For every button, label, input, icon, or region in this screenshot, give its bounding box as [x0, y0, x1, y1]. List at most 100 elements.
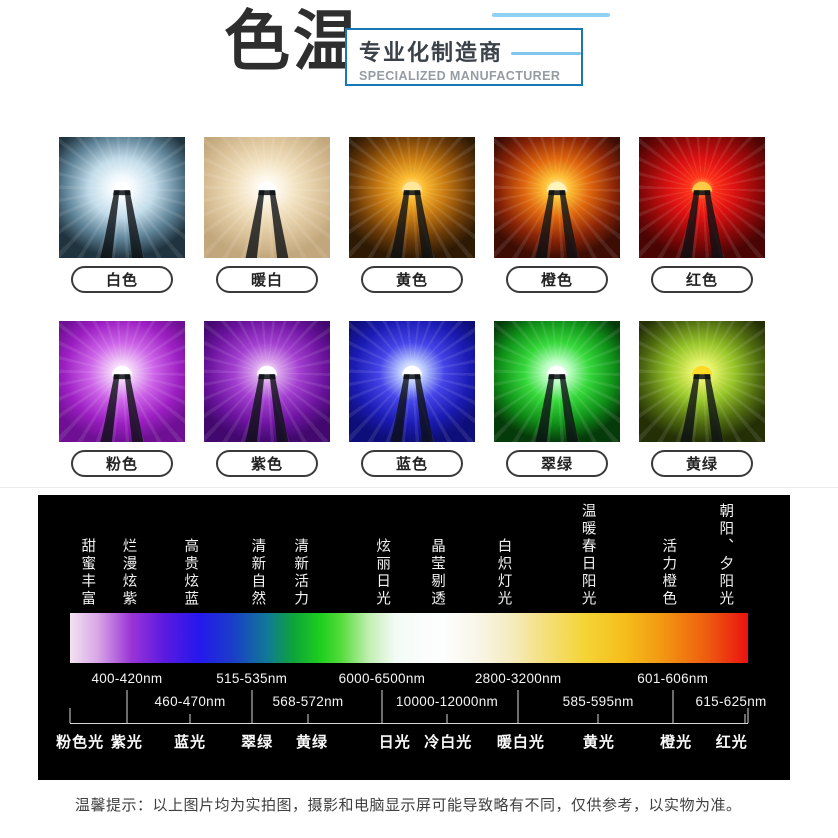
led-photo [204, 137, 330, 258]
tweezers-icon [390, 365, 434, 442]
led-photo [494, 321, 620, 442]
led-tile: 暖白 [204, 137, 330, 321]
manufacturer-box: 专业化制造商 SPECIALIZED MANUFACTURER [345, 28, 583, 86]
mood-label: 朝阳、夕阳光 [717, 503, 734, 608]
color-label-pill: 暖白 [216, 266, 318, 293]
wavelength-tick [381, 690, 383, 723]
color-label: 红色 [685, 272, 718, 289]
wavelength-tick [517, 690, 519, 723]
manufacturer-subtitle: SPECIALIZED MANUFACTURER [359, 69, 561, 83]
color-label: 蓝色 [395, 456, 428, 473]
light-rays [349, 321, 475, 442]
page-title: 色温 [224, 4, 362, 78]
color-label-pill: 白色 [71, 266, 173, 293]
mood-label: 高贵炫蓝 [182, 538, 199, 608]
mood-label: 白炽灯光 [495, 538, 512, 608]
light-rays [204, 137, 330, 258]
led-tile: 黄绿 [639, 321, 765, 477]
color-label-pill: 黄绿 [651, 450, 753, 477]
wavelength-tick [597, 714, 599, 723]
light-rays [639, 321, 765, 442]
mood-label: 温暖春日阳光 [579, 503, 596, 608]
light-color-name: 红光 [715, 734, 748, 751]
led-tile: 蓝色 [349, 321, 475, 477]
spectrum-gradient-bar [70, 613, 748, 663]
wavelength-scale: 400-420nm 460-470nm 515-535nm 568-572nm 6000… [69, 670, 766, 730]
wavelength-tick [446, 714, 448, 723]
spectrum-panel: 400-420nm 460-470nm 515-535nm 568-572nm 6000… [38, 495, 790, 780]
light-color-name: 紫光 [110, 734, 143, 751]
led-photo [204, 321, 330, 442]
color-label-pill: 紫色 [216, 450, 318, 477]
led-photo [494, 137, 620, 258]
color-label: 暖白 [250, 272, 283, 289]
light-rays [494, 137, 620, 258]
wavelength-tick [307, 714, 309, 723]
tweezers-icon [100, 365, 144, 442]
wavelength-label: 6000-6500nm [338, 671, 426, 686]
led-color-grid: 白色 暖白 黄色 橙色 红色粉色 紫色 蓝色 翠绿 黄绿 [59, 137, 785, 477]
tweezers-icon [535, 365, 579, 442]
led-photo [59, 321, 185, 442]
wavelength-label: 515-535nm [216, 671, 288, 686]
light-rays [59, 137, 185, 258]
light-rays [59, 321, 185, 442]
mood-label: 甜蜜丰富 [79, 538, 96, 608]
led-tile: 紫色 [204, 321, 330, 477]
led-photo [349, 137, 475, 258]
light-color-name: 粉色光 [56, 734, 105, 751]
tweezers-icon [680, 181, 724, 258]
mood-label: 晶莹剔透 [429, 538, 446, 608]
color-label: 粉色 [105, 456, 138, 473]
scale-baseline [70, 723, 748, 724]
header-accent-line-top [492, 13, 610, 17]
wavelength-label: 460-470nm [154, 694, 226, 709]
section-divider [0, 487, 838, 488]
wavelength-label: 2800-3200nm [474, 671, 562, 686]
scale-end-tick-right [747, 708, 749, 723]
wavelength-label: 400-420nm [91, 671, 163, 686]
led-tile: 橙色 [494, 137, 620, 321]
light-rays [639, 137, 765, 258]
header: 色温 专业化制造商 SPECIALIZED MANUFACTURER [0, 0, 838, 118]
color-label: 橙色 [540, 272, 573, 289]
color-label: 翠绿 [540, 456, 573, 473]
light-color-name: 橙光 [660, 734, 693, 751]
mood-label: 清新自然 [249, 538, 266, 608]
led-tile: 黄色 [349, 137, 475, 321]
led-tile: 白色 [59, 137, 185, 321]
color-label: 黄绿 [685, 456, 718, 473]
light-rays [204, 321, 330, 442]
header-accent-line-inner [511, 51, 581, 55]
color-label-pill: 黄色 [361, 266, 463, 293]
footer-note: 温馨提示：以上图片均为实拍图，摄影和电脑显示屏可能导致略有不同，仅供参考，以实物… [75, 797, 742, 814]
wavelength-tick [672, 690, 674, 723]
mood-label: 清新活力 [292, 538, 309, 608]
tweezers-icon [390, 181, 434, 258]
tweezers-icon [245, 181, 289, 258]
led-tile: 红色 [639, 137, 765, 321]
wavelength-label: 568-572nm [272, 694, 344, 709]
color-label-pill: 红色 [651, 266, 753, 293]
light-color-name: 蓝光 [173, 734, 207, 751]
color-label-pill: 粉色 [71, 450, 173, 477]
scale-end-tick-left [69, 708, 71, 723]
wavelength-label: 10000-12000nm [395, 694, 499, 709]
wavelength-label: 615-625nm [695, 694, 767, 709]
color-label: 黄色 [395, 272, 428, 289]
light-color-name: 翠绿 [241, 734, 274, 751]
manufacturer-title: 专业化制造商 [359, 40, 504, 65]
mood-label: 烂漫炫紫 [120, 538, 137, 608]
light-color-name: 黄绿 [296, 734, 329, 751]
tweezers-icon [245, 365, 289, 442]
light-rays [494, 321, 620, 442]
led-tile: 粉色 [59, 321, 185, 477]
color-label: 白色 [105, 272, 138, 289]
mood-label: 活力橙色 [660, 538, 677, 608]
tweezers-icon [535, 181, 579, 258]
led-photo [639, 137, 765, 258]
light-color-name: 日光 [378, 734, 411, 751]
color-label: 紫色 [250, 456, 283, 473]
wavelength-tick [126, 690, 128, 723]
light-color-name: 黄光 [582, 734, 615, 751]
